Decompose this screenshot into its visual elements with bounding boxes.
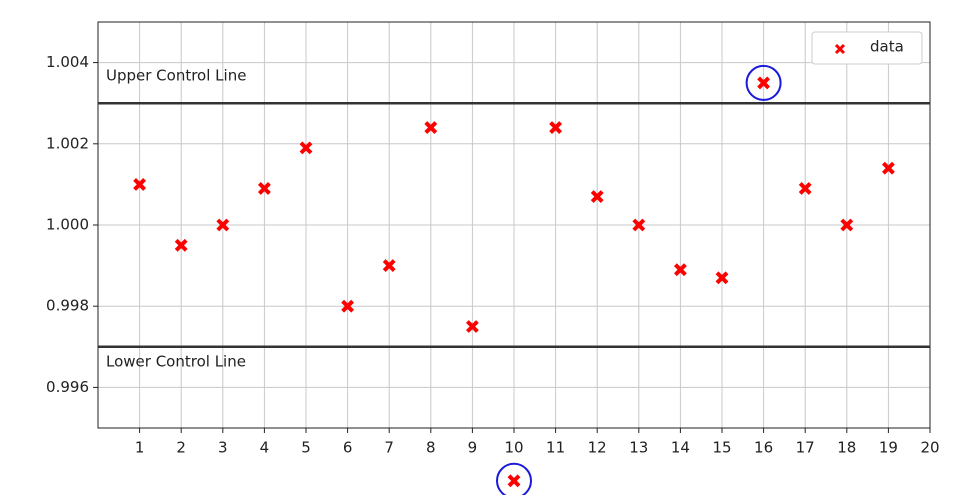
data-point (507, 474, 521, 488)
x-tick-label: 13 (629, 439, 648, 457)
y-tick-label: 1.004 (46, 53, 89, 71)
x-tick-label: 6 (343, 439, 353, 457)
x-tick-label: 16 (754, 439, 773, 457)
data-point (757, 76, 771, 90)
data-point (257, 182, 271, 195)
data-point (549, 121, 563, 134)
data-point (465, 320, 479, 333)
x-tick-label: 7 (384, 439, 394, 457)
data-point (590, 190, 604, 203)
x-tick-label: 10 (504, 439, 523, 457)
data-point (216, 218, 230, 232)
legend-marker (834, 43, 846, 55)
control-line-label: Upper Control Line (106, 67, 246, 85)
data-point (299, 141, 313, 155)
y-tick-label: 0.998 (46, 297, 89, 315)
x-tick-label: 15 (712, 439, 731, 457)
plot-frame (97, 21, 931, 429)
x-tick-label: 4 (260, 439, 270, 457)
outlier-highlight (745, 64, 782, 101)
x-tick-label: 5 (301, 439, 311, 457)
data-point (840, 218, 854, 232)
x-tick-label: 2 (176, 439, 186, 457)
x-tick-label: 1 (135, 439, 145, 457)
x-tick-label: 18 (837, 439, 856, 457)
data-point (881, 161, 895, 175)
data-point (341, 299, 355, 313)
x-tick-label: 9 (468, 439, 478, 457)
x-tick-label: 14 (671, 439, 690, 457)
data-point (382, 259, 396, 273)
data-point (424, 121, 438, 134)
legend-box (811, 31, 923, 65)
data-point (174, 238, 188, 252)
control-line-label: Lower Control Line (106, 352, 246, 370)
x-tick-label: 17 (796, 439, 815, 457)
y-tick-label: 0.996 (46, 378, 89, 396)
x-tick-label: 11 (546, 439, 565, 457)
x-tick-label: 12 (588, 439, 607, 457)
x-tick-label: 20 (920, 439, 939, 457)
data-point (133, 177, 147, 191)
data-point (673, 263, 687, 277)
x-tick-label: 8 (426, 439, 436, 457)
x-tick-label: 19 (879, 439, 898, 457)
x-tick-label: 3 (218, 439, 228, 457)
y-tick-label: 1.002 (46, 134, 89, 152)
y-tick-label: 1.000 (46, 216, 89, 234)
legend-label: data (870, 38, 904, 56)
data-point (715, 271, 729, 285)
outlier-highlight (496, 462, 532, 495)
data-point (632, 218, 646, 232)
data-point (798, 182, 812, 195)
